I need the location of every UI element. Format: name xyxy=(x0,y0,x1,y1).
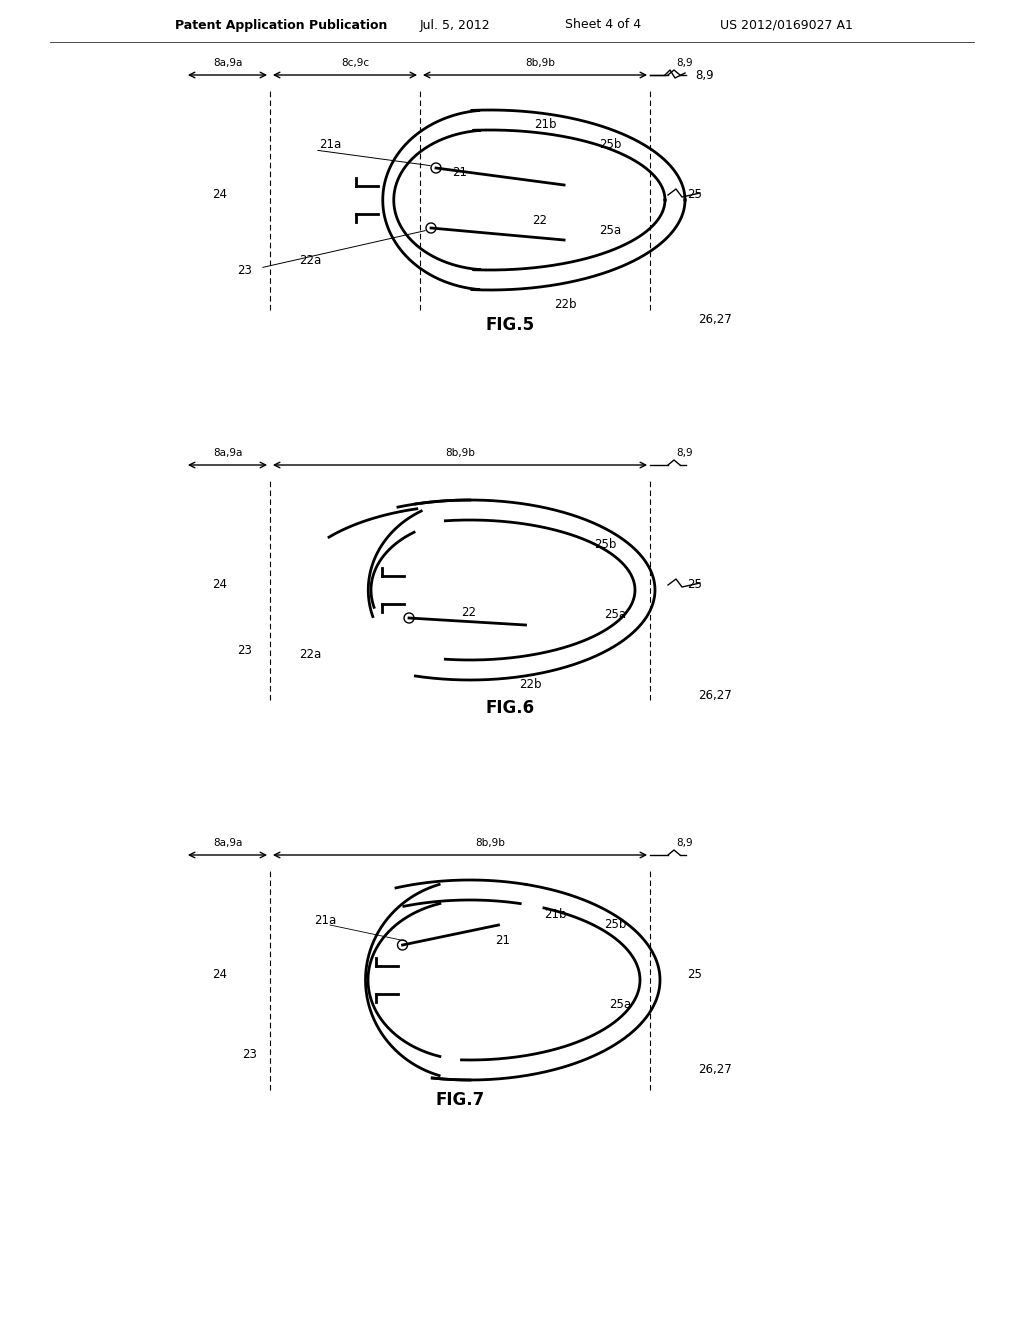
Text: 8,9: 8,9 xyxy=(677,58,693,69)
Text: Sheet 4 of 4: Sheet 4 of 4 xyxy=(565,18,641,32)
Text: 8,9: 8,9 xyxy=(695,69,715,82)
Text: 25b: 25b xyxy=(594,539,616,552)
Text: 22: 22 xyxy=(462,606,476,619)
Text: 26,27: 26,27 xyxy=(698,314,732,326)
Text: 8a,9a: 8a,9a xyxy=(213,838,243,847)
Text: 21a: 21a xyxy=(314,913,336,927)
Text: 25: 25 xyxy=(687,969,702,982)
Text: 8,9: 8,9 xyxy=(677,838,693,847)
Text: 21b: 21b xyxy=(544,908,566,921)
Text: US 2012/0169027 A1: US 2012/0169027 A1 xyxy=(720,18,853,32)
Text: 8a,9a: 8a,9a xyxy=(213,447,243,458)
Text: 24: 24 xyxy=(213,578,227,591)
Text: 26,27: 26,27 xyxy=(698,1064,732,1077)
Text: 23: 23 xyxy=(238,264,253,276)
Text: 22b: 22b xyxy=(519,678,542,692)
Text: 25: 25 xyxy=(687,189,702,202)
Text: FIG.7: FIG.7 xyxy=(435,1092,484,1109)
Text: 22a: 22a xyxy=(299,648,322,661)
Text: 8,9: 8,9 xyxy=(677,447,693,458)
Text: 22: 22 xyxy=(532,214,548,227)
Text: 21b: 21b xyxy=(534,119,556,132)
Text: 25a: 25a xyxy=(609,998,631,1011)
Text: 26,27: 26,27 xyxy=(698,689,732,701)
Text: 25a: 25a xyxy=(599,223,622,236)
Text: 8c,9c: 8c,9c xyxy=(341,58,369,69)
Text: FIG.5: FIG.5 xyxy=(485,315,535,334)
Text: 23: 23 xyxy=(238,644,253,656)
Text: 25b: 25b xyxy=(604,919,627,932)
Text: Patent Application Publication: Patent Application Publication xyxy=(175,18,387,32)
Text: Jul. 5, 2012: Jul. 5, 2012 xyxy=(420,18,490,32)
Text: 8b,9b: 8b,9b xyxy=(525,58,555,69)
Text: 21a: 21a xyxy=(318,139,341,152)
Text: 23: 23 xyxy=(243,1048,257,1061)
Text: 25b: 25b xyxy=(599,139,622,152)
Text: 22a: 22a xyxy=(299,253,322,267)
Text: 21: 21 xyxy=(495,933,510,946)
Text: 21: 21 xyxy=(453,165,468,178)
Text: 25a: 25a xyxy=(604,609,626,622)
Text: FIG.6: FIG.6 xyxy=(485,700,535,717)
Text: 8b,9b: 8b,9b xyxy=(445,447,475,458)
Text: 8a,9a: 8a,9a xyxy=(213,58,243,69)
Text: 25: 25 xyxy=(687,578,702,591)
Text: 24: 24 xyxy=(213,189,227,202)
Text: 22b: 22b xyxy=(554,298,577,312)
Text: 8b,9b: 8b,9b xyxy=(475,838,505,847)
Text: 24: 24 xyxy=(213,969,227,982)
